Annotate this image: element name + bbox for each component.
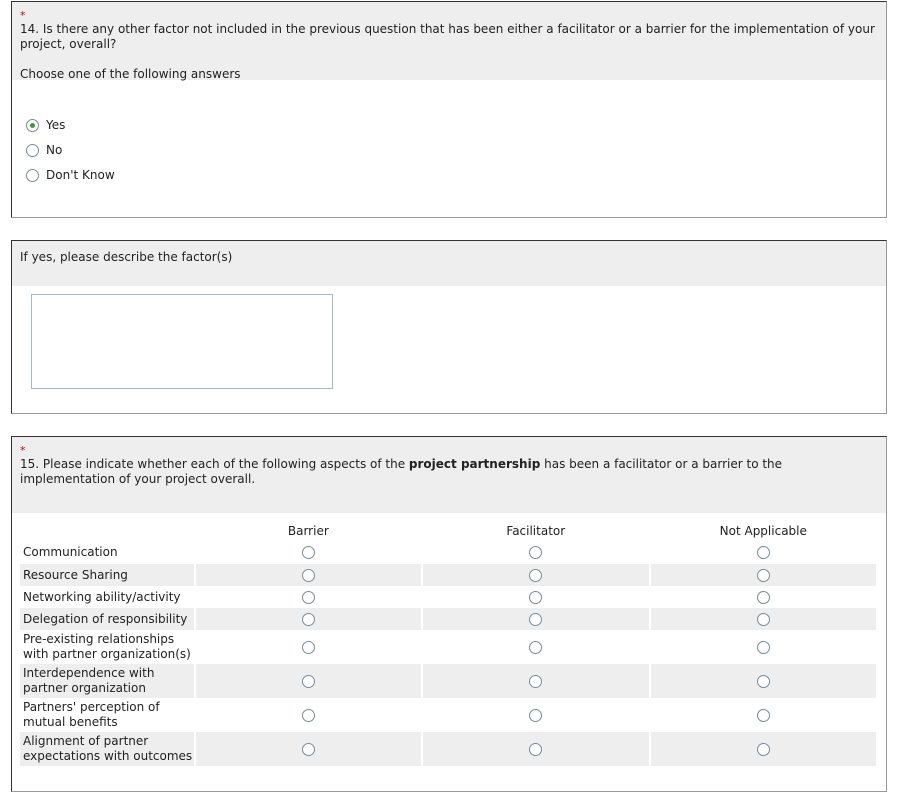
row-label: Alignment of partner expectations with o…: [20, 732, 194, 766]
row-label: Resource Sharing: [20, 564, 194, 586]
radio-dont-know[interactable]: [26, 168, 39, 182]
matrix-row: Networking ability/activity: [20, 586, 878, 608]
question-14b-header: If yes, please describe the factor(s): [12, 241, 886, 286]
radio-barrier[interactable]: [301, 742, 315, 756]
radio-not-applicable[interactable]: [756, 545, 770, 559]
radio-barrier[interactable]: [301, 640, 315, 654]
column-header: Barrier: [287, 523, 329, 538]
radio-barrier[interactable]: [301, 674, 315, 688]
column-header: Facilitator: [506, 523, 566, 538]
radio-barrier[interactable]: [301, 590, 315, 604]
radio-facilitator[interactable]: [529, 612, 543, 626]
matrix-row: Alignment of partner expectations with o…: [20, 732, 878, 766]
option-no[interactable]: No: [26, 143, 62, 157]
matrix-row: Resource Sharing: [20, 564, 878, 586]
question-14-instruction: Choose one of the following answers: [20, 67, 241, 81]
question-14b-panel: If yes, please describe the factor(s): [11, 240, 887, 414]
radio-facilitator[interactable]: [529, 742, 543, 756]
required-marker: *: [20, 9, 26, 22]
question-14b-text: If yes, please describe the factor(s): [20, 250, 233, 264]
option-yes[interactable]: Yes: [26, 118, 65, 132]
radio-barrier[interactable]: [301, 545, 315, 559]
option-label: Yes: [46, 118, 66, 132]
radio-facilitator[interactable]: [529, 590, 543, 604]
radio-not-applicable[interactable]: [756, 742, 770, 756]
question-15-panel: * 15. Please indicate whether each of th…: [11, 436, 887, 792]
row-label: Pre-existing relationships with partner …: [23, 632, 191, 661]
row-label: Networking ability/activity: [23, 589, 181, 604]
radio-not-applicable[interactable]: [756, 590, 770, 604]
required-marker: *: [20, 444, 26, 457]
matrix-row: Delegation of responsibility: [20, 608, 878, 630]
question-15-text: 15. Please indicate whether each of the …: [20, 457, 783, 486]
question-14-text: 14. Is there any other factor not includ…: [20, 22, 875, 51]
radio-barrier[interactable]: [301, 568, 315, 582]
radio-not-applicable[interactable]: [756, 568, 770, 582]
radio-facilitator[interactable]: [529, 708, 543, 722]
question-15-header: * 15. Please indicate whether each of th…: [12, 437, 886, 513]
radio-no[interactable]: [26, 143, 39, 157]
radio-facilitator[interactable]: [529, 674, 543, 688]
question-14-panel: * 14. Is there any other factor not incl…: [11, 1, 887, 218]
question-14-header: * 14. Is there any other factor not incl…: [12, 2, 886, 81]
matrix-row: Interdependence with partner organizatio…: [20, 664, 878, 698]
column-header: Not Applicable: [719, 523, 807, 538]
row-label: Delegation of responsibility: [20, 608, 194, 630]
option-label: Don't Know: [46, 168, 115, 182]
radio-facilitator[interactable]: [529, 640, 543, 654]
row-label: Interdependence with partner organizatio…: [20, 664, 194, 698]
option-label: No: [46, 143, 63, 157]
radio-facilitator[interactable]: [529, 545, 543, 559]
factor-description-textarea[interactable]: [31, 294, 333, 389]
matrix-row: Communication: [20, 541, 878, 563]
row-label: Communication: [23, 544, 118, 559]
radio-yes[interactable]: [26, 118, 39, 132]
radio-barrier[interactable]: [301, 612, 315, 626]
radio-not-applicable[interactable]: [756, 612, 770, 626]
matrix-header-row: Barrier Facilitator Not Applicable: [20, 523, 878, 539]
radio-not-applicable[interactable]: [756, 708, 770, 722]
row-label: Partners' perception of mutual benefits: [23, 700, 160, 729]
option-dont-know[interactable]: Don't Know: [26, 168, 115, 182]
matrix-row: Partners' perception of mutual benefits: [20, 698, 878, 732]
radio-not-applicable[interactable]: [756, 674, 770, 688]
radio-barrier[interactable]: [301, 708, 315, 722]
matrix-row: Pre-existing relationships with partner …: [20, 630, 878, 664]
radio-not-applicable[interactable]: [756, 640, 770, 654]
radio-facilitator[interactable]: [529, 568, 543, 582]
